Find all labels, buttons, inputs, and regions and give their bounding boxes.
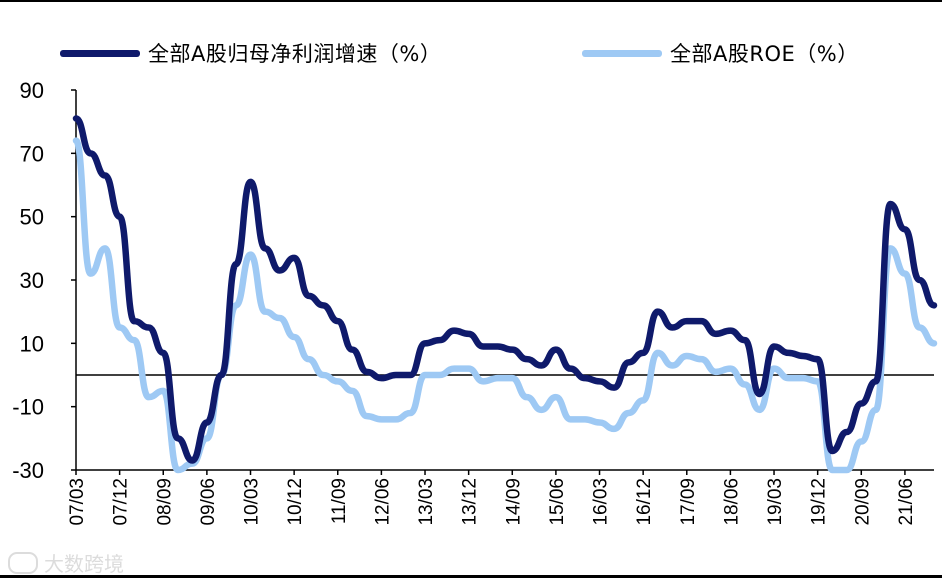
watermark: 大数跨境	[8, 548, 124, 577]
x-tick-label: 18/06	[721, 478, 742, 526]
x-tick-label: 16/03	[591, 478, 612, 526]
legend-item-roe: 全部A股ROE（%）	[582, 38, 859, 68]
x-tick-label: 07/12	[111, 478, 132, 526]
series-lines	[72, 115, 938, 474]
series-line-roe	[72, 137, 938, 474]
x-tick-label: 11/09	[329, 478, 350, 524]
legend-swatch-profit-growth	[60, 49, 140, 57]
legend-swatch-roe	[582, 49, 662, 57]
y-tick-label: 70	[20, 141, 44, 166]
y-tick-labels: 90 70 50 30 10 -10 -30	[12, 78, 44, 483]
x-tick-labels: 07/03 07/12 08/09 09/06 10/03 10/12 11/09 12/06…	[67, 478, 917, 526]
y-tick-label: 90	[20, 78, 44, 103]
x-tick-label: 19/03	[765, 478, 786, 526]
watermark-text: 大数跨境	[44, 552, 124, 576]
watermark-logo-icon	[8, 551, 38, 574]
y-tick-label: 30	[20, 268, 44, 293]
x-tick-label: 16/12	[634, 478, 655, 526]
y-tick-label: -30	[12, 458, 44, 483]
y-tick-label: 50	[20, 205, 44, 230]
x-tick-label: 15/06	[547, 478, 568, 526]
x-tick-label: 07/03	[67, 478, 88, 526]
y-tick-label: 10	[20, 331, 44, 356]
series-line-profit-growth	[72, 115, 938, 464]
x-tick-label: 13/12	[460, 478, 481, 526]
x-tick-label: 13/03	[416, 478, 437, 526]
legend: 全部A股归母净利润增速（%） 全部A股ROE（%）	[60, 38, 920, 68]
x-tick-label: 21/06	[896, 478, 917, 526]
x-tick-label: 08/09	[154, 478, 175, 526]
legend-item-profit-growth: 全部A股归母净利润增速（%）	[60, 38, 441, 68]
y-tick-label: -10	[12, 395, 44, 420]
x-tick-label: 10/12	[285, 478, 306, 526]
bottom-rule	[0, 575, 942, 578]
x-tick-label: 20/09	[852, 478, 873, 526]
legend-label-profit-growth: 全部A股归母净利润增速（%）	[148, 42, 442, 66]
x-tick-label: 17/09	[678, 478, 699, 526]
legend-label-roe: 全部A股ROE（%）	[670, 42, 859, 66]
x-tick-label: 19/12	[809, 478, 830, 526]
x-tick-label: 09/06	[198, 478, 219, 526]
axes	[71, 89, 934, 475]
x-tick-label: 14/09	[503, 478, 524, 526]
x-tick-label: 12/06	[372, 478, 393, 526]
x-tick-label: 10/03	[242, 478, 263, 526]
top-rule	[0, 0, 942, 2]
